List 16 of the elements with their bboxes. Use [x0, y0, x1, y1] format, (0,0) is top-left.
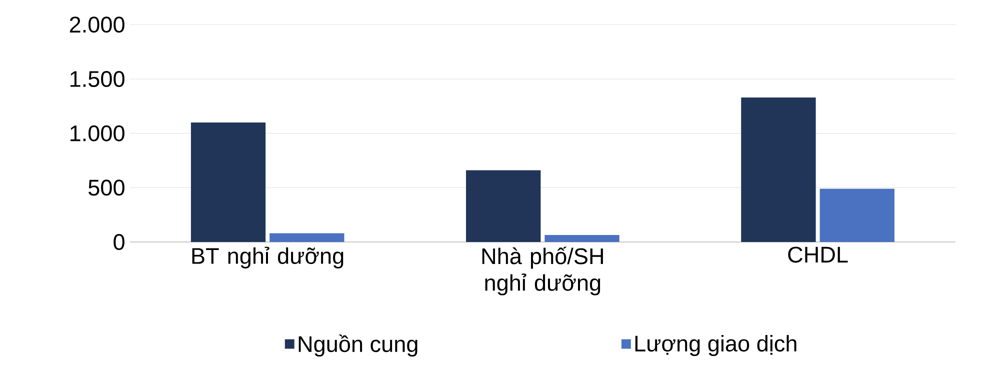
y-tick-label: 1.000	[70, 125, 124, 142]
legend-label: Nguồn cung	[298, 334, 418, 357]
bar	[741, 97, 816, 242]
x-tick-label: Nhà phố/SH nghỉ dưỡng	[482, 246, 603, 296]
bar	[270, 233, 344, 242]
bar	[820, 188, 894, 242]
y-tick-label: 500	[88, 180, 124, 196]
legend-label: Lượng giao dịch	[635, 335, 796, 356]
bar	[466, 170, 541, 242]
y-tick-label: 1.500	[70, 71, 124, 87]
bar	[190, 122, 266, 242]
x-tick-label: BT nghỉ dưỡng	[192, 246, 344, 268]
y-tick-label: 0	[114, 234, 124, 250]
x-tick-label: CHDL	[788, 246, 848, 263]
bar	[544, 234, 620, 242]
y-tick-label: 2.000	[70, 16, 124, 33]
